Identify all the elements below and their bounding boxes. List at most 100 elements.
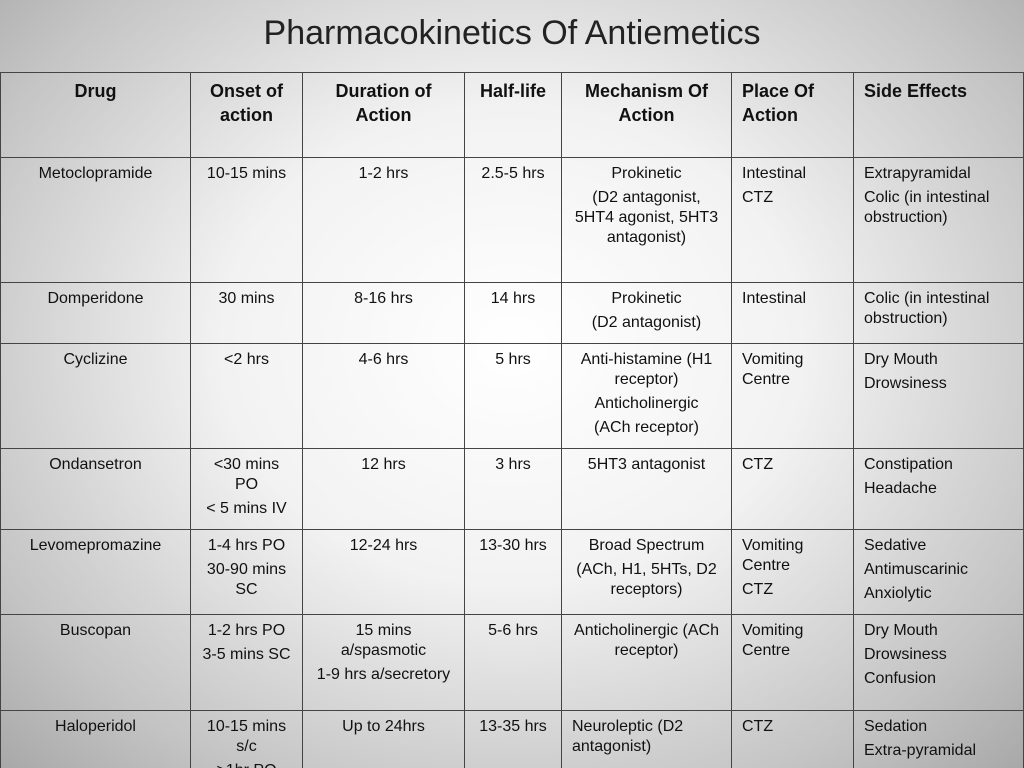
cell-text: CTZ	[742, 189, 774, 206]
table-cell: 13-35 hrs	[464, 710, 562, 768]
table-cell: Vomiting Centre	[731, 343, 854, 449]
table-cell: 3 hrs	[464, 448, 562, 530]
header-cell: Mechanism Of Action	[561, 72, 732, 158]
table-row: Buscopan 1-2 hrs PO 3-5 mins SC 15 mins a/s…	[0, 614, 1024, 711]
cell-text: Drowsiness	[864, 646, 947, 663]
table-cell: 5-6 hrs	[464, 614, 562, 711]
cell-text: 13-30 hrs	[479, 537, 547, 554]
header-cell: Onset of action	[190, 72, 303, 158]
table-cell: Vomiting Centre	[731, 614, 854, 711]
table-row: Ondansetron <30 mins PO < 5 mins IV 12 hrs 3…	[0, 448, 1024, 530]
cell-text: 1-9 hrs a/secretory	[316, 666, 451, 683]
cell-text: CTZ	[742, 718, 774, 735]
cell-text: 10-15 mins s/c	[206, 718, 287, 755]
cell-text: 10-15 mins	[206, 165, 287, 182]
cell-text: 4-6 hrs	[358, 351, 409, 368]
table-cell: 10-15 mins s/c >1hr PO	[190, 710, 303, 768]
table-cell: Ondansetron	[0, 448, 191, 530]
cell-text: 30-90 mins SC	[206, 561, 287, 598]
cell-text: 1-2 hrs PO	[207, 622, 286, 639]
cell-text: Dry Mouth	[864, 351, 938, 368]
cell-text: Confusion	[864, 670, 937, 687]
cell-text: Prokinetic	[611, 290, 682, 307]
table-cell: 1-4 hrs PO 30-90 mins SC	[190, 529, 303, 615]
cell-text: 30 mins	[218, 290, 275, 307]
table-row: Domperidone 30 mins 8-16 hrs 14 hrs Prokinet…	[0, 282, 1024, 344]
table-cell: Vomiting Centre CTZ	[731, 529, 854, 615]
table-cell: Anti-histamine (H1 receptor) Anticholiner…	[561, 343, 732, 449]
cell-text: Colic (in intestinal obstruction)	[864, 290, 990, 327]
cell-text: Dry Mouth	[864, 622, 938, 639]
header-text: Drug	[74, 81, 117, 101]
table-row: Haloperidol 10-15 mins s/c >1hr PO Up to 24…	[0, 710, 1024, 768]
cell-text: (D2 antagonist, 5HT4 agonist, 5HT3 antag…	[574, 189, 719, 246]
table-cell: Domperidone	[0, 282, 191, 344]
table-cell: Constipation Headache	[853, 448, 1024, 530]
cell-text: 3 hrs	[495, 456, 531, 473]
cell-text: Haloperidol	[55, 718, 136, 735]
cell-text: Levomepromazine	[29, 537, 162, 554]
cell-text: Prokinetic	[611, 165, 682, 182]
table-cell: 12-24 hrs	[302, 529, 465, 615]
cell-text: Vomiting Centre	[742, 351, 804, 388]
table-row: Cyclizine <2 hrs 4-6 hrs 5 hrs Anti-histamin…	[0, 343, 1024, 449]
table-cell: Prokinetic (D2 antagonist, 5HT4 agonist, …	[561, 157, 732, 283]
cell-text: <30 mins PO	[213, 456, 280, 493]
table-cell: 1-2 hrs	[302, 157, 465, 283]
table-cell: Cyclizine	[0, 343, 191, 449]
table-cell: Prokinetic (D2 antagonist)	[561, 282, 732, 344]
table-cell: Up to 24hrs	[302, 710, 465, 768]
table-cell: Dry Mouth Drowsiness	[853, 343, 1024, 449]
table-cell: 4-6 hrs	[302, 343, 465, 449]
table-cell: 1-2 hrs PO 3-5 mins SC	[190, 614, 303, 711]
cell-text: Headache	[864, 480, 937, 497]
table-cell: Buscopan	[0, 614, 191, 711]
cell-text: 5HT3 antagonist	[587, 456, 706, 473]
table-cell: Anticholinergic (ACh receptor)	[561, 614, 732, 711]
table-cell: Levomepromazine	[0, 529, 191, 615]
cell-text: 12 hrs	[361, 456, 406, 473]
cell-text: Antimuscarinic	[864, 561, 969, 578]
header-text: Place Of Action	[742, 81, 815, 125]
cell-text: Vomiting Centre	[742, 537, 804, 574]
table-cell: CTZ	[731, 448, 854, 530]
cell-text: Intestinal	[742, 165, 807, 182]
table-cell: Sedation Extra-pyramidal	[853, 710, 1024, 768]
header-text: Onset of action	[209, 81, 283, 125]
header-text: Side Effects	[864, 81, 968, 101]
cell-text: Anti-histamine (H1 receptor)	[580, 351, 713, 388]
table-cell: Neuroleptic (D2 antagonist)	[561, 710, 732, 768]
cell-text: Neuroleptic (D2 antagonist)	[572, 718, 684, 755]
table-cell: 15 mins a/spasmotic 1-9 hrs a/secretory	[302, 614, 465, 711]
table-cell: 10-15 mins	[190, 157, 303, 283]
cell-text: Ondansetron	[49, 456, 142, 473]
table-cell: 13-30 hrs	[464, 529, 562, 615]
header-cell: Drug	[0, 72, 191, 158]
cell-text: Constipation	[864, 456, 953, 473]
cell-text: Sedative	[864, 537, 927, 554]
cell-text: 8-16 hrs	[354, 290, 413, 307]
cell-text: Anxiolytic	[864, 585, 932, 602]
table-row: Levomepromazine 1-4 hrs PO 30-90 mins SC 12…	[0, 529, 1024, 615]
table-cell: Sedative Antimuscarinic Anxiolytic	[853, 529, 1024, 615]
cell-text: (ACh receptor)	[594, 419, 699, 436]
table-cell: 30 mins	[190, 282, 303, 344]
cell-text: 14 hrs	[490, 290, 536, 307]
cell-text: Metoclopramide	[38, 165, 153, 182]
table-cell: CTZ	[731, 710, 854, 768]
header-text: Duration of Action	[335, 81, 432, 125]
table-cell: 2.5-5 hrs	[464, 157, 562, 283]
cell-text: <2 hrs	[224, 351, 269, 368]
cell-text: Extra-pyramidal	[864, 742, 977, 759]
cell-text: 13-35 hrs	[479, 718, 547, 735]
cell-text: Vomiting Centre	[742, 622, 804, 659]
slide-title: Pharmacokinetics Of Antiemetics	[263, 14, 761, 52]
cell-text: Colic (in intestinal obstruction)	[864, 189, 990, 226]
cell-text: Drowsiness	[864, 375, 947, 392]
table-cell: <30 mins PO < 5 mins IV	[190, 448, 303, 530]
cell-text: 5-6 hrs	[488, 622, 538, 639]
cell-text: 3-5 mins SC	[202, 646, 291, 663]
table-cell: 8-16 hrs	[302, 282, 465, 344]
header-cell: Side Effects	[853, 72, 1024, 158]
